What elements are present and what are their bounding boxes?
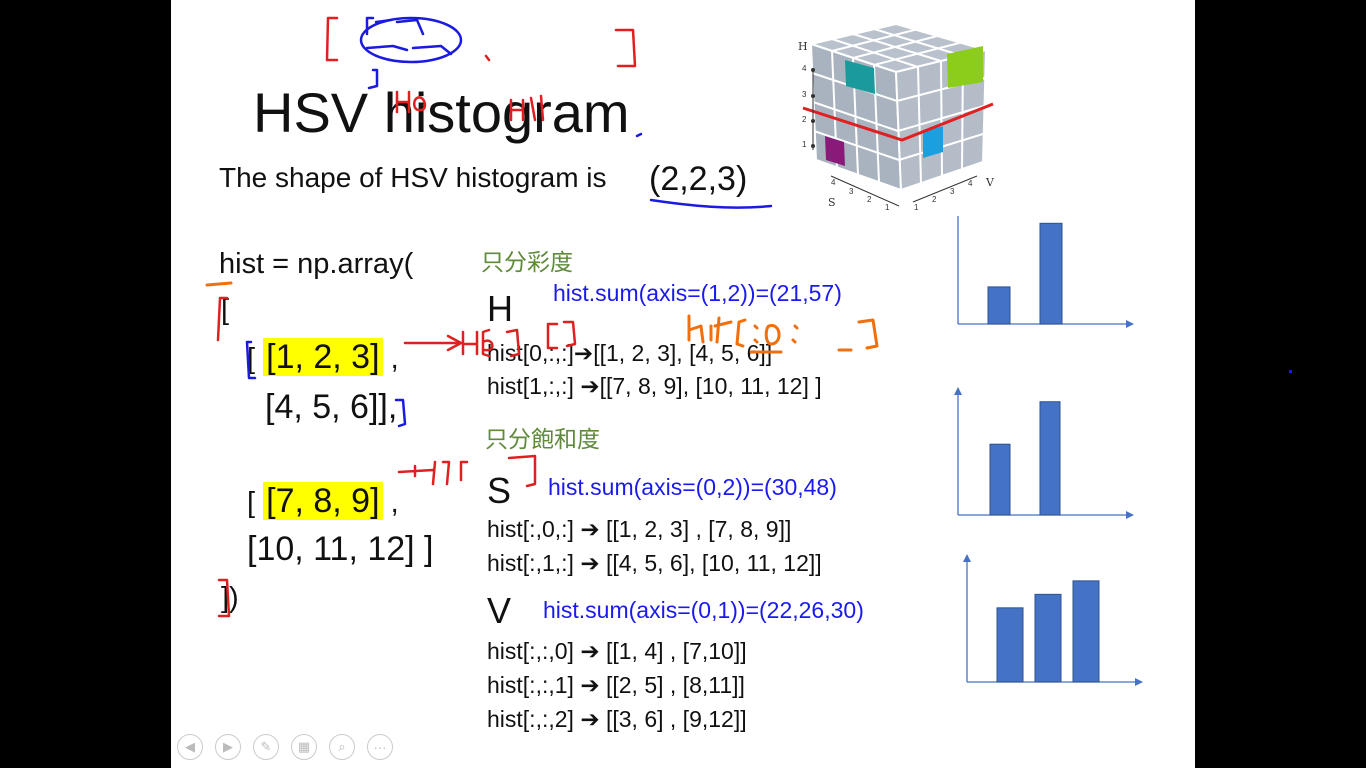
slides-icon: ▦ bbox=[297, 739, 311, 754]
chart-2-x-arrow bbox=[1126, 511, 1134, 519]
h-line-1: hist[0,:,:]➔[[1, 2, 3], [4, 5, 6]] bbox=[487, 340, 773, 366]
v-line-3: hist[:,:,2] ➔ [[3, 6] , [9,12]] bbox=[487, 706, 747, 732]
s-line-2: hist[:,1,:] ➔ [[4, 5, 6], [10, 11, 12]] bbox=[487, 550, 822, 576]
chart-2-bar bbox=[1039, 401, 1061, 516]
h-letter: H bbox=[487, 288, 513, 329]
code-close: ]) bbox=[221, 582, 239, 614]
v-line-2: hist[:,:,1] ➔ [[2, 5] , [8,11]] bbox=[487, 672, 745, 698]
s-letter: S bbox=[487, 470, 512, 511]
code-row1-a: [1, 2, 3] bbox=[263, 338, 383, 376]
cube-v-tick: 4 bbox=[968, 179, 973, 188]
slide-title: HSV histogram bbox=[253, 81, 630, 144]
cube-h-tick: 1 bbox=[802, 140, 807, 149]
code-row2-a: [7, 8, 9] bbox=[263, 482, 383, 520]
zoom-icon: ⌕ bbox=[338, 739, 346, 754]
cube-s-tick: 3 bbox=[849, 187, 854, 196]
chart-3-y-arrow bbox=[963, 554, 971, 562]
code-row1-sep: , bbox=[390, 343, 399, 375]
chart-3-bar bbox=[1072, 580, 1100, 683]
next-icon: ▶ bbox=[223, 739, 233, 754]
v-letter: V bbox=[487, 590, 512, 631]
next-slide-button[interactable]: ▶ bbox=[215, 734, 241, 760]
chart-2-y-arrow bbox=[954, 387, 962, 395]
shape-text: The shape of HSV histogram is bbox=[219, 162, 607, 193]
slide: HSV histogram The shape of HSV histogram… bbox=[171, 0, 1195, 768]
more-button[interactable]: ··· bbox=[367, 734, 393, 760]
cube-h-axis-label: H bbox=[798, 40, 808, 53]
cube-s-axis-label: S bbox=[828, 196, 836, 209]
cube-v-tick: 1 bbox=[914, 203, 919, 212]
cube-s-tick: 1 bbox=[885, 203, 890, 212]
s-line-1: hist[:,0,:] ➔ [[1, 2, 3] , [7, 8, 9]] bbox=[487, 516, 792, 542]
chart-1-bar bbox=[1039, 222, 1063, 325]
cube-s-tick: 4 bbox=[831, 178, 836, 187]
pen-icon: ✎ bbox=[260, 739, 272, 754]
code-line-1: hist = np.array( bbox=[219, 248, 414, 280]
code-row2-sep: , bbox=[390, 487, 399, 519]
code-row1-open: [ bbox=[247, 343, 256, 375]
pen-button[interactable]: ✎ bbox=[253, 734, 279, 760]
cube-s-tick: 2 bbox=[867, 195, 872, 204]
v-sum: hist.sum(axis=(0,1))=(22,26,30) bbox=[543, 597, 864, 623]
hsv-cube bbox=[802, 22, 994, 192]
v-line-1: hist[:,:,0] ➔ [[1, 4] , [7,10]] bbox=[487, 638, 747, 664]
prev-icon: ◀ bbox=[185, 739, 195, 754]
chart-3-bar bbox=[1034, 593, 1062, 683]
h-sum: hist.sum(axis=(1,2))=(21,57) bbox=[553, 280, 842, 306]
chart-1-x-arrow bbox=[1126, 320, 1134, 328]
cube-v-tick: 2 bbox=[932, 195, 937, 204]
code-row1-b: [4, 5, 6]], bbox=[265, 388, 398, 426]
code-open-bracket: [ bbox=[221, 294, 230, 326]
zoom-button[interactable]: ⌕ bbox=[329, 734, 355, 760]
cube-h-tick: 2 bbox=[802, 115, 807, 124]
chart-3-x-arrow bbox=[1135, 678, 1143, 686]
code-row2-open: [ bbox=[247, 487, 256, 519]
cube-h-tick: 4 bbox=[802, 64, 807, 73]
slides-button[interactable]: ▦ bbox=[291, 734, 317, 760]
prev-slide-button[interactable]: ◀ bbox=[177, 734, 203, 760]
more-icon: ··· bbox=[373, 739, 387, 755]
cube-h-tick: 3 bbox=[802, 90, 807, 99]
cube-v-axis-label: V bbox=[986, 176, 994, 189]
chart-1-bar bbox=[987, 286, 1011, 325]
code-row2-b: [10, 11, 12] ] bbox=[247, 530, 434, 568]
shape-value: (2,2,3) bbox=[649, 160, 748, 198]
cube-v-tick: 3 bbox=[950, 187, 955, 196]
h-line-2: hist[1,:,:] ➔[[7, 8, 9], [10, 11, 12] ] bbox=[487, 373, 822, 399]
h-zh-label: 只分彩度 bbox=[481, 250, 573, 276]
pointer-dot bbox=[1289, 370, 1292, 373]
s-zh-label: 只分飽和度 bbox=[485, 427, 600, 453]
code-row2: [ [7, 8, 9] , bbox=[247, 482, 399, 521]
code-row1: [ [1, 2, 3] , bbox=[247, 338, 399, 377]
s-sum: hist.sum(axis=(0,2))=(30,48) bbox=[548, 474, 837, 500]
chart-2-bar bbox=[989, 443, 1011, 516]
chart-3-bar bbox=[996, 607, 1024, 683]
